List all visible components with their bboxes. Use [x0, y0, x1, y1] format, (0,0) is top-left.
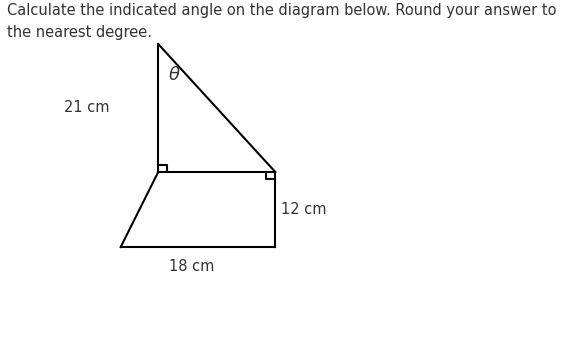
Text: 21 cm: 21 cm [64, 100, 110, 115]
Text: 12 cm: 12 cm [280, 202, 326, 217]
Text: the nearest degree.: the nearest degree. [7, 25, 151, 40]
Text: $\theta$: $\theta$ [168, 66, 181, 84]
Text: Calculate the indicated angle on the diagram below. Round your answer to: Calculate the indicated angle on the dia… [7, 3, 556, 18]
Text: 18 cm: 18 cm [169, 259, 214, 274]
